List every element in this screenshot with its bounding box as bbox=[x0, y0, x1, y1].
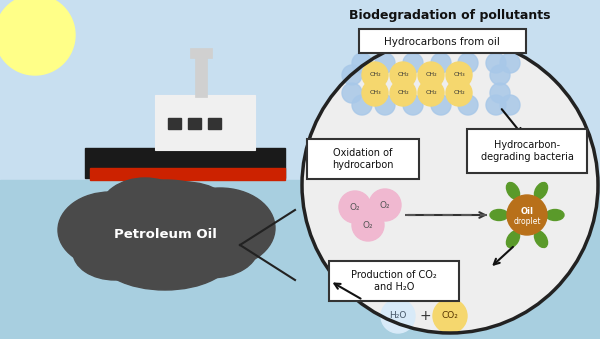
Circle shape bbox=[375, 53, 395, 73]
Ellipse shape bbox=[490, 210, 508, 220]
Polygon shape bbox=[90, 168, 285, 180]
Circle shape bbox=[403, 95, 423, 115]
Ellipse shape bbox=[58, 192, 162, 268]
FancyBboxPatch shape bbox=[307, 139, 419, 179]
Text: Petroleum Oil: Petroleum Oil bbox=[113, 228, 217, 241]
FancyBboxPatch shape bbox=[359, 29, 526, 53]
Ellipse shape bbox=[100, 178, 190, 242]
Polygon shape bbox=[85, 148, 285, 178]
Circle shape bbox=[458, 95, 478, 115]
Text: +: + bbox=[419, 309, 431, 323]
Circle shape bbox=[375, 95, 395, 115]
Text: O₂: O₂ bbox=[350, 202, 361, 212]
Circle shape bbox=[507, 195, 547, 235]
Text: CH₂: CH₂ bbox=[369, 73, 381, 78]
Ellipse shape bbox=[97, 220, 233, 290]
Circle shape bbox=[381, 299, 415, 333]
Bar bbox=[155, 95, 255, 150]
Circle shape bbox=[369, 189, 401, 221]
Text: CH₃: CH₃ bbox=[453, 73, 465, 78]
Circle shape bbox=[431, 53, 451, 73]
Bar bbox=[208, 118, 221, 129]
Circle shape bbox=[418, 62, 444, 88]
Bar bbox=[0, 180, 600, 339]
Ellipse shape bbox=[73, 224, 157, 280]
Ellipse shape bbox=[165, 188, 275, 268]
FancyBboxPatch shape bbox=[329, 261, 459, 301]
Text: CH₂: CH₂ bbox=[397, 73, 409, 78]
Text: CH₂: CH₂ bbox=[453, 91, 465, 96]
Ellipse shape bbox=[90, 180, 240, 270]
Ellipse shape bbox=[506, 231, 520, 247]
Text: CO₂: CO₂ bbox=[442, 312, 458, 320]
Circle shape bbox=[486, 53, 506, 73]
Text: droplet: droplet bbox=[513, 217, 541, 225]
Text: Biodegradation of pollutants: Biodegradation of pollutants bbox=[349, 8, 551, 21]
Circle shape bbox=[342, 83, 362, 103]
Circle shape bbox=[418, 80, 444, 106]
Text: Oil: Oil bbox=[521, 207, 533, 217]
Circle shape bbox=[390, 62, 416, 88]
Text: CH₂: CH₂ bbox=[425, 73, 437, 78]
Bar bbox=[195, 55, 207, 97]
Bar bbox=[188, 118, 201, 129]
Circle shape bbox=[352, 53, 372, 73]
Ellipse shape bbox=[506, 182, 520, 199]
Circle shape bbox=[446, 62, 472, 88]
Text: Production of CO₂
and H₂O: Production of CO₂ and H₂O bbox=[351, 270, 437, 292]
Text: Hydrocarbon-
degrading bacteria: Hydrocarbon- degrading bacteria bbox=[481, 140, 574, 162]
Circle shape bbox=[431, 95, 451, 115]
Text: Oxidation of
hydrocarbon: Oxidation of hydrocarbon bbox=[332, 148, 394, 170]
Text: H₂O: H₂O bbox=[389, 312, 407, 320]
Ellipse shape bbox=[535, 182, 548, 199]
Bar bbox=[190, 48, 212, 58]
Bar bbox=[168, 118, 181, 129]
Circle shape bbox=[490, 65, 510, 85]
Circle shape bbox=[362, 80, 388, 106]
Circle shape bbox=[302, 37, 598, 333]
Text: CH₃: CH₃ bbox=[369, 91, 381, 96]
Ellipse shape bbox=[162, 218, 258, 278]
Circle shape bbox=[352, 209, 384, 241]
Circle shape bbox=[342, 65, 362, 85]
Circle shape bbox=[500, 53, 520, 73]
Ellipse shape bbox=[535, 231, 548, 247]
Ellipse shape bbox=[135, 182, 235, 248]
Text: CH₂: CH₂ bbox=[425, 91, 437, 96]
Circle shape bbox=[500, 95, 520, 115]
Text: Hydrocarbons from oil: Hydrocarbons from oil bbox=[384, 37, 500, 47]
Circle shape bbox=[403, 53, 423, 73]
Text: O₂: O₂ bbox=[380, 200, 391, 210]
Circle shape bbox=[490, 83, 510, 103]
Bar bbox=[0, 0, 600, 180]
FancyBboxPatch shape bbox=[467, 129, 587, 173]
Ellipse shape bbox=[546, 210, 564, 220]
Circle shape bbox=[0, 0, 75, 75]
Circle shape bbox=[486, 95, 506, 115]
Text: O₂: O₂ bbox=[362, 220, 373, 230]
Circle shape bbox=[446, 80, 472, 106]
Circle shape bbox=[339, 191, 371, 223]
Circle shape bbox=[362, 62, 388, 88]
Circle shape bbox=[390, 80, 416, 106]
Circle shape bbox=[433, 299, 467, 333]
Text: CH₂: CH₂ bbox=[397, 91, 409, 96]
Circle shape bbox=[458, 53, 478, 73]
Circle shape bbox=[352, 95, 372, 115]
